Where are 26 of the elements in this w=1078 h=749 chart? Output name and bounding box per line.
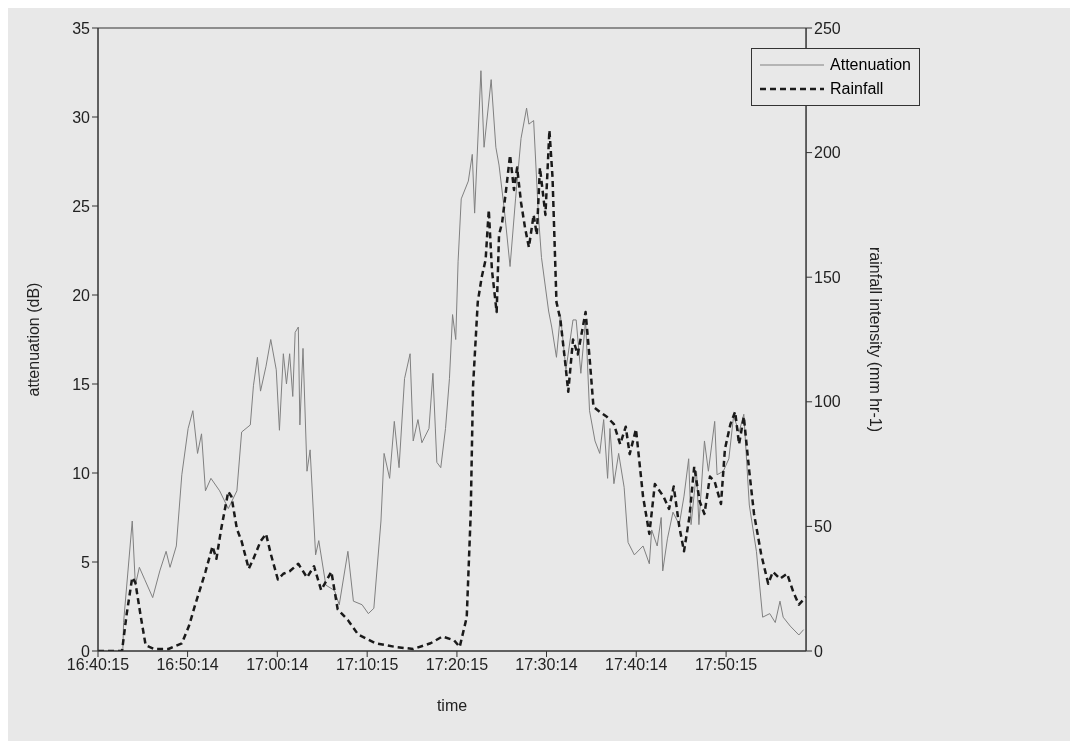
y2-tick-label: 50 bbox=[814, 518, 832, 536]
x-axis-title: time bbox=[436, 697, 468, 714]
y2-axis-title: rainfall intensity (mm hr-1) bbox=[867, 247, 885, 432]
x-tick-label: 17:10:15 bbox=[336, 656, 399, 674]
y2-tick-label: 0 bbox=[814, 642, 824, 660]
y-tick-label: 5 bbox=[81, 553, 91, 571]
y-axis-title: attenuation (dB) bbox=[24, 282, 42, 397]
legend-label: Rainfall bbox=[830, 79, 884, 99]
x-tick-label: 17:40:14 bbox=[605, 656, 668, 674]
x-tick-label: 17:30:14 bbox=[515, 656, 578, 674]
x-tick-label: 17:50:15 bbox=[694, 656, 758, 674]
x-tick-label: 17:00:14 bbox=[246, 656, 309, 674]
y-tick-label: 30 bbox=[72, 108, 91, 126]
y2-tick-label: 100 bbox=[814, 393, 841, 411]
y2-tick-label: 150 bbox=[814, 268, 841, 286]
y-tick-label: 15 bbox=[72, 375, 91, 393]
legend-label: Attenuation bbox=[830, 55, 911, 75]
y-tick-label: 10 bbox=[72, 464, 91, 482]
y2-tick-label: 250 bbox=[814, 19, 841, 37]
x-tick-label: 16:40:15 bbox=[66, 656, 130, 674]
y2-tick-label: 200 bbox=[814, 144, 841, 162]
x-tick-label: 16:50:14 bbox=[156, 656, 219, 674]
x-tick-label: 17:20:15 bbox=[425, 656, 489, 674]
y-tick-label: 20 bbox=[72, 286, 91, 304]
y-tick-label: 25 bbox=[72, 197, 91, 215]
y-tick-label: 35 bbox=[72, 19, 91, 37]
